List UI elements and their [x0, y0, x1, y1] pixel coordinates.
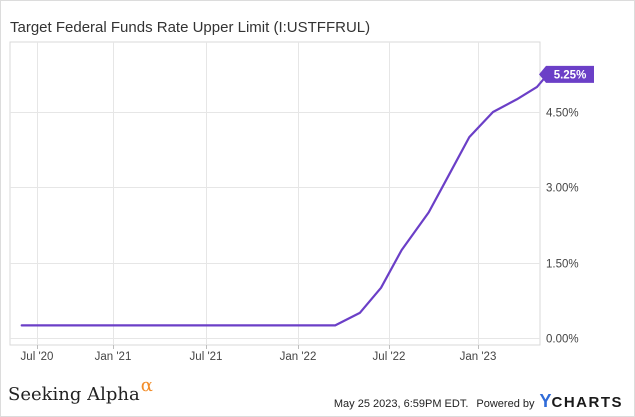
y-tick-label: 1.50%: [546, 259, 579, 271]
timestamp: May 25 2023, 6:59PM EDT.: [333, 398, 469, 410]
grid: [9, 41, 541, 349]
seeking-alpha-logo: Seeking Alphaα: [8, 375, 153, 405]
series-layer: [20, 73, 549, 327]
y-tick-label: 3.00%: [546, 183, 579, 195]
footer-attribution: May 25 2023, 6:59PM EDT. Powered by Y CHA…: [333, 391, 623, 411]
end-label-group: 5.25%: [539, 65, 594, 83]
y-tick-label: 0.00%: [546, 334, 579, 346]
powered-by-text: Powered by: [476, 398, 535, 410]
x-tick-label: Jan '21: [95, 351, 132, 363]
series-line: [20, 73, 549, 327]
ycharts-logo-mark: Y: [539, 391, 552, 411]
x-tick-label: Jul '22: [373, 351, 406, 363]
axis-ticks: 0.00% 1.50% 3.00% 4.50% Jul '20 Jan '21 Jul '2…: [21, 108, 579, 364]
seeking-alpha-text: Seeking Alpha: [8, 384, 140, 405]
end-value-label: 5.25%: [554, 69, 587, 81]
y-tick-label: 4.50%: [546, 108, 579, 120]
ycharts-logo-text: CHARTS: [551, 394, 623, 411]
chart-title: Target Federal Funds Rate Upper Limit (I…: [10, 19, 371, 36]
end-label-badge: [539, 65, 594, 83]
x-tick-label: Jan '22: [280, 351, 317, 363]
alpha-symbol: α: [140, 375, 153, 396]
x-tick-label: Jul '20: [21, 351, 54, 363]
x-tick-label: Jul '21: [190, 351, 223, 363]
plot-border: [9, 41, 541, 346]
x-tick-label: Jan '23: [460, 351, 497, 363]
